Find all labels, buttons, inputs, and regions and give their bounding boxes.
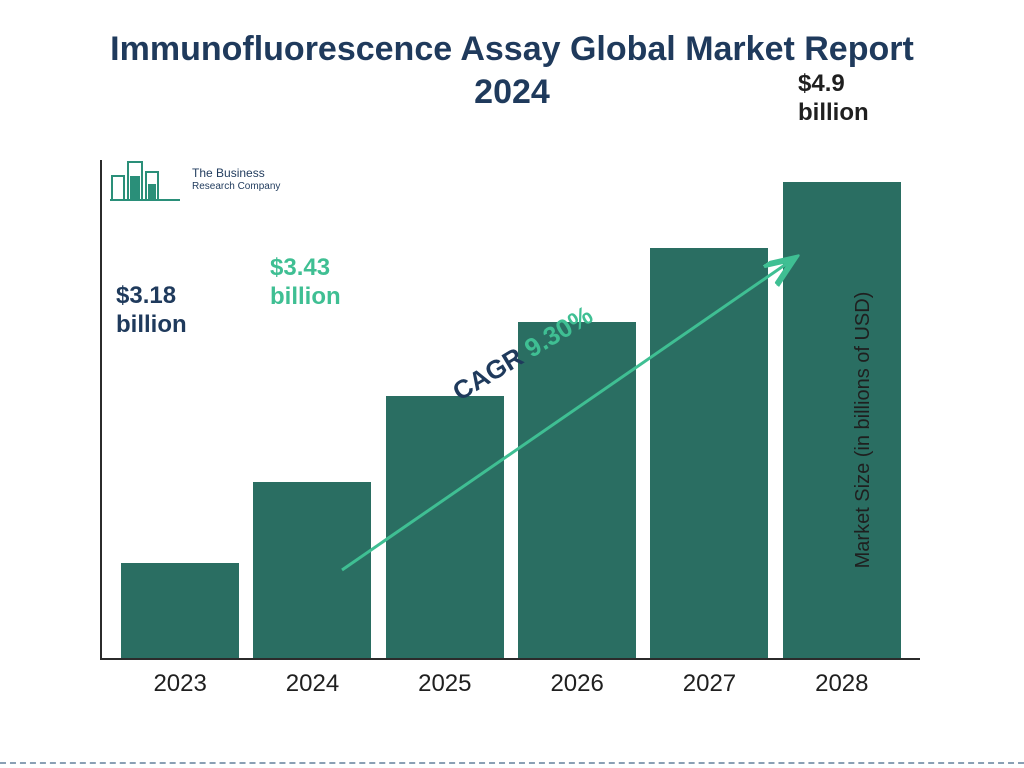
y-axis-label: Market Size (in billions of USD) [852,292,875,569]
x-tick-label: 2026 [518,670,636,698]
cagr-arrow-icon [102,160,922,660]
plot-area: 202320242025202620272028 $3.18billion$3.… [100,160,920,660]
divider-dash [0,762,1024,764]
x-tick-label: 2024 [253,670,371,698]
x-tick-label: 2028 [783,670,901,698]
bar-chart: 202320242025202620272028 $3.18billion$3.… [100,160,960,700]
x-tick-label: 2027 [650,670,768,698]
x-tick-label: 2023 [121,670,239,698]
value-callout: $4.9 billion [798,70,920,128]
x-tick-label: 2025 [386,670,504,698]
